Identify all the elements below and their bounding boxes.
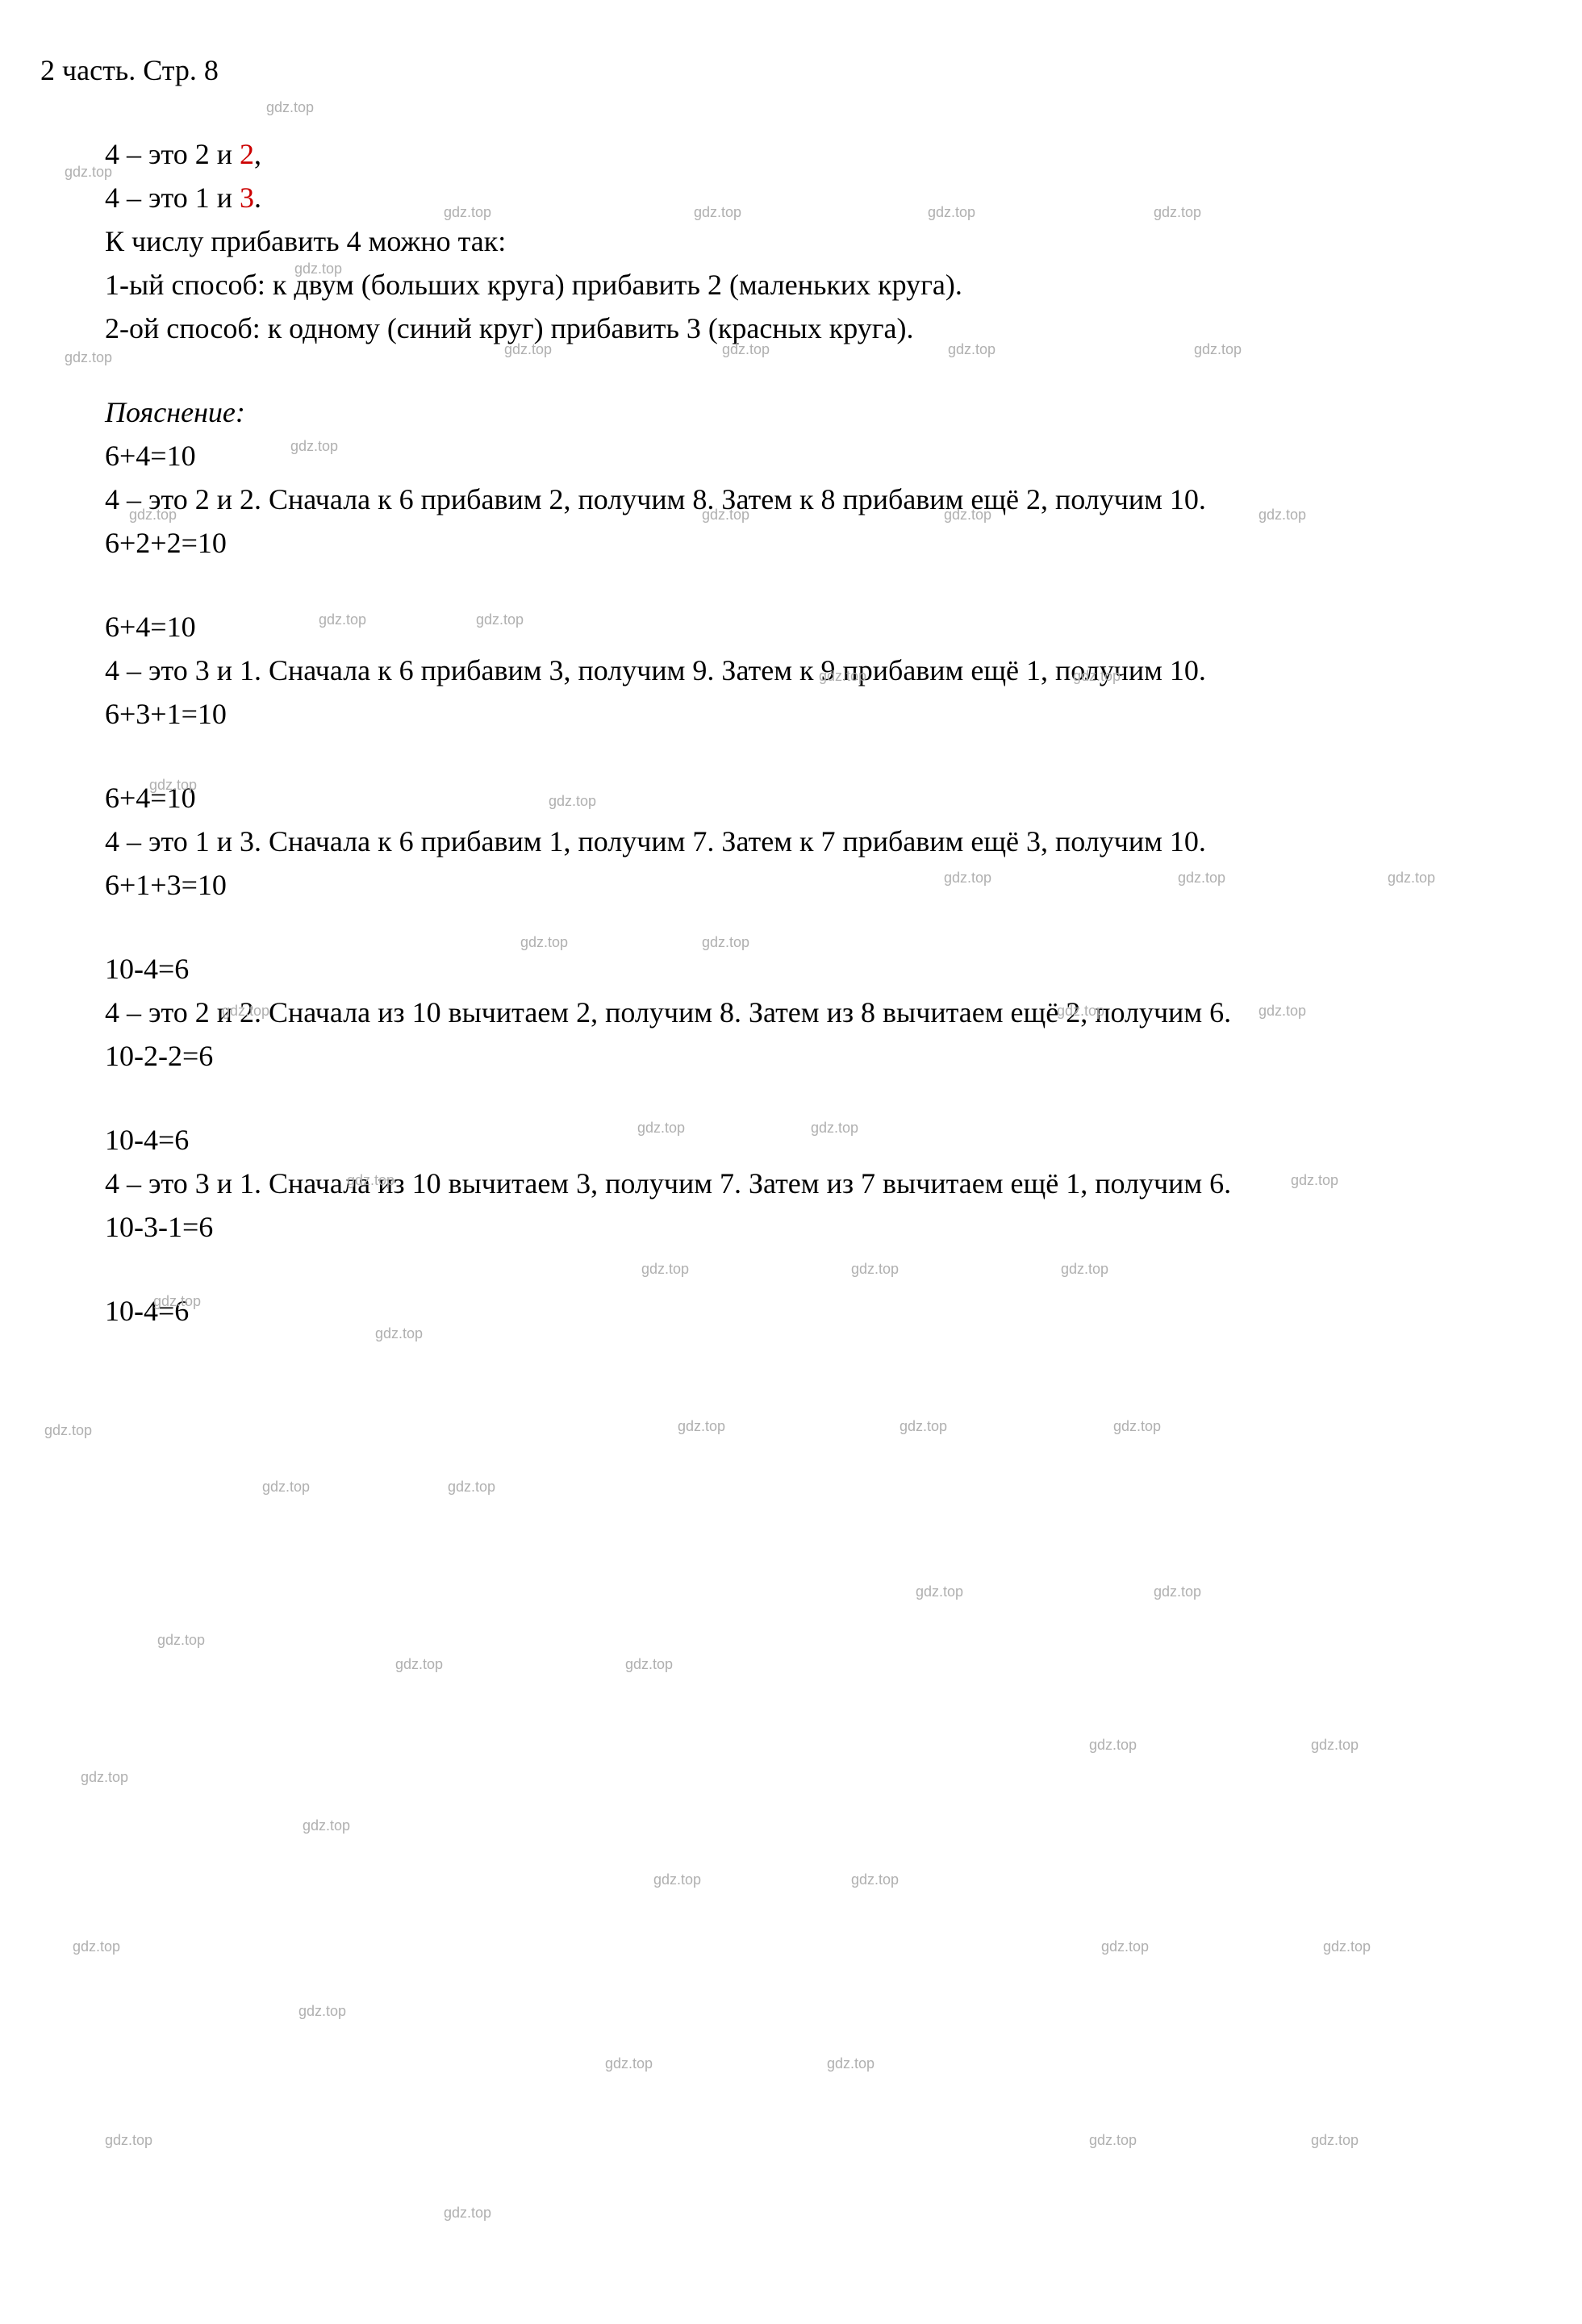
- intro-line3: К числу прибавить 4 можно так:: [105, 225, 506, 257]
- watermark-text: gdz.top: [105, 2130, 152, 2151]
- section-0-result: 6+2+2=10: [105, 527, 227, 559]
- intro-line2-red: 3: [240, 181, 254, 214]
- watermark-text: gdz.top: [1061, 1258, 1108, 1280]
- watermark-text: gdz.top: [298, 2001, 346, 2022]
- watermark-text: gdz.top: [395, 1654, 443, 1675]
- watermark-text: gdz.top: [1113, 1416, 1161, 1437]
- section-0-eq: 6+4=10: [105, 440, 196, 472]
- watermark-text: gdz.top: [448, 1476, 495, 1498]
- watermark-text: gdz.top: [65, 347, 112, 369]
- section-0-text: 4 – это 2 и 2. Сначала к 6 прибавим 2, п…: [105, 483, 1206, 515]
- section-1-result: 6+3+1=10: [105, 698, 227, 730]
- watermark-text: gdz.top: [157, 1629, 205, 1651]
- section-4-result: 10-3-1=6: [105, 1211, 213, 1243]
- section-1-text: 4 – это 3 и 1. Сначала к 6 прибавим 3, п…: [105, 654, 1206, 686]
- watermark-text: gdz.top: [641, 1258, 689, 1280]
- watermark-text: gdz.top: [262, 1476, 310, 1498]
- watermark-text: gdz.top: [1311, 2130, 1359, 2151]
- section-2-text: 4 – это 1 и 3. Сначала к 6 прибавим 1, п…: [105, 825, 1206, 857]
- section-4-text: 4 – это 3 и 1. Сначала из 10 вычитаем 3,…: [105, 1167, 1231, 1200]
- intro-method1: 1-ый способ: к двум (больших круга) приб…: [105, 269, 962, 301]
- intro-line2-pre: 4 – это 1 и: [105, 181, 240, 214]
- watermark-text: gdz.top: [900, 1416, 947, 1437]
- section-2-eq: 6+4=10: [105, 782, 196, 814]
- watermark-text: gdz.top: [1323, 1936, 1371, 1958]
- section-1-eq: 6+4=10: [105, 611, 196, 643]
- watermark-text: gdz.top: [827, 2053, 874, 2075]
- watermark-text: gdz.top: [1089, 1734, 1137, 1756]
- watermark-text: gdz.top: [73, 1936, 120, 1958]
- watermark-text: gdz.top: [1089, 2130, 1137, 2151]
- intro-line2-post: .: [254, 181, 261, 214]
- watermark-text: gdz.top: [678, 1416, 725, 1437]
- watermark-text: gdz.top: [444, 2202, 491, 2224]
- watermark-text: gdz.top: [625, 1654, 673, 1675]
- watermark-text: gdz.top: [44, 1420, 92, 1442]
- watermark-text: gdz.top: [81, 1767, 128, 1788]
- intro-method2: 2-ой способ: к одному (синий круг) приба…: [105, 312, 914, 344]
- intro-line1-pre: 4 – это 2 и: [105, 138, 240, 170]
- watermark-text: gdz.top: [851, 1869, 899, 1891]
- intro-line1-red: 2: [240, 138, 254, 170]
- watermark-text: gdz.top: [1154, 1581, 1201, 1603]
- intro-line1-post: ,: [254, 138, 261, 170]
- section-3-result: 10-2-2=6: [105, 1040, 213, 1072]
- section-5-eq: 10-4=6: [105, 1295, 189, 1327]
- section-2-result: 6+1+3=10: [105, 869, 227, 901]
- watermark-text: gdz.top: [653, 1869, 701, 1891]
- watermark-text: gdz.top: [916, 1581, 963, 1603]
- section-3-eq: 10-4=6: [105, 953, 189, 985]
- watermark-text: gdz.top: [266, 97, 314, 119]
- explanation-heading: Пояснение:: [105, 396, 245, 428]
- watermark-text: gdz.top: [605, 2053, 653, 2075]
- section-4-eq: 10-4=6: [105, 1124, 189, 1156]
- watermark-text: gdz.top: [1311, 1734, 1359, 1756]
- section-3-text: 4 – это 2 и 2. Сначала из 10 вычитаем 2,…: [105, 996, 1231, 1028]
- watermark-text: gdz.top: [303, 1815, 350, 1837]
- page-header: 2 часть. Стр. 8: [40, 54, 219, 86]
- watermark-text: gdz.top: [1101, 1936, 1149, 1958]
- watermark-text: gdz.top: [851, 1258, 899, 1280]
